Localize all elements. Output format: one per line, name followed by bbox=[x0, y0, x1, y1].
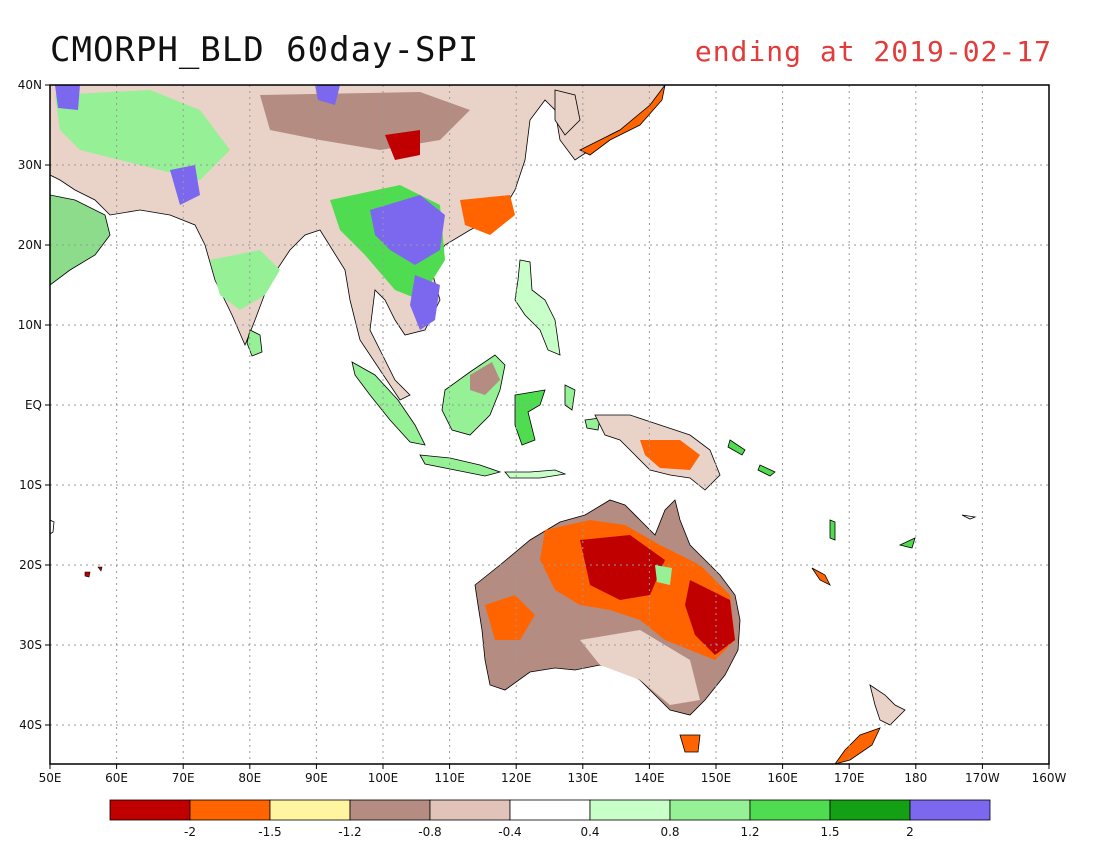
lon-tick-label: 170W bbox=[965, 771, 1000, 785]
colorbar-swatch bbox=[429, 799, 511, 821]
land-tibet-dry-patch bbox=[385, 130, 420, 160]
lat-tick-label: 20N bbox=[18, 238, 42, 252]
lon-tick-label: 60E bbox=[105, 771, 128, 785]
lon-tick-label: 90E bbox=[305, 771, 328, 785]
colorbar-swatch bbox=[669, 799, 751, 821]
colorbar-label: -0.4 bbox=[498, 825, 521, 839]
lon-tick-label: 160E bbox=[767, 771, 798, 785]
land-new-guinea-dry-patch bbox=[640, 440, 700, 470]
lon-tick-label: 80E bbox=[238, 771, 261, 785]
map-date-subtitle: ending at 2019-02-17 bbox=[694, 35, 1052, 68]
lon-tick-label: 50E bbox=[39, 771, 62, 785]
land-asia-purple-dots bbox=[55, 85, 340, 205]
land-lesser-sundas bbox=[504, 469, 567, 479]
colorbar-swatch bbox=[269, 799, 351, 821]
land-new-zealand-north bbox=[869, 684, 906, 726]
lat-tick-label: 40N bbox=[18, 78, 42, 92]
land-australia-green-patch bbox=[655, 565, 672, 585]
map-frame bbox=[49, 84, 1050, 765]
lon-tick-label: 140E bbox=[634, 771, 665, 785]
land-korea bbox=[554, 89, 581, 136]
lat-tick-label: 30S bbox=[19, 638, 42, 652]
colorbar-label: 0.8 bbox=[660, 825, 679, 839]
colorbar-swatch bbox=[589, 799, 671, 821]
land-new-caledonia bbox=[811, 567, 831, 586]
colorbar-swatch bbox=[509, 799, 591, 821]
land-vanuatu bbox=[829, 519, 836, 541]
land-borneo-dry-patch bbox=[470, 362, 500, 395]
land-mascarene bbox=[84, 566, 103, 578]
land-india-green-patch bbox=[210, 250, 280, 310]
lat-tick-label: EQ bbox=[25, 398, 42, 412]
lat-tick-label: 30N bbox=[18, 158, 42, 172]
lon-tick-label: 170E bbox=[834, 771, 865, 785]
latitude-labels: 40N 30N 20N 10N EQ 10S 20S 30S 40S bbox=[18, 78, 42, 732]
colorbar-label: -1.5 bbox=[258, 825, 281, 839]
colorbar-label: 0.4 bbox=[580, 825, 599, 839]
land-indochina-very-wet bbox=[410, 275, 440, 330]
colorbar-label: 1.5 bbox=[820, 825, 839, 839]
land-philippines bbox=[514, 259, 561, 356]
land-japan bbox=[579, 85, 666, 156]
lon-tick-label: 130E bbox=[568, 771, 599, 785]
lat-tick-label: 20S bbox=[19, 558, 42, 572]
land-sri-lanka bbox=[246, 329, 263, 357]
map-title: CMORPH_BLD 60day-SPI bbox=[50, 30, 480, 70]
colorbar-swatch bbox=[829, 799, 911, 821]
lon-tick-label: 110E bbox=[434, 771, 465, 785]
lon-tick-label: 180 bbox=[904, 771, 927, 785]
lat-tick-label: 10N bbox=[18, 318, 42, 332]
map-gridlines bbox=[45, 84, 1050, 769]
land-arabia bbox=[50, 194, 111, 286]
colorbar-label: -1.2 bbox=[338, 825, 361, 839]
land-sumatra bbox=[351, 361, 426, 446]
colorbar-label: -0.8 bbox=[418, 825, 441, 839]
colorbar: -2 -1.5 -1.2 -0.8 -0.4 0.4 0.8 1.2 1.5 2 bbox=[109, 799, 991, 839]
colorbar-label: 2 bbox=[906, 825, 914, 839]
lat-tick-label: 40S bbox=[19, 718, 42, 732]
land-solomon-islands bbox=[727, 439, 776, 477]
land-madagascar-edge bbox=[50, 519, 55, 535]
land-samoa bbox=[961, 514, 977, 520]
colorbar-label: 1.2 bbox=[740, 825, 759, 839]
lon-tick-label: 150E bbox=[701, 771, 732, 785]
colorbar-swatch bbox=[349, 799, 431, 821]
land-australia-south-tan bbox=[580, 630, 700, 705]
colorbar-swatch bbox=[109, 799, 191, 821]
colorbar-swatch bbox=[189, 799, 271, 821]
lon-tick-label: 100E bbox=[368, 771, 399, 785]
colorbar-label: -2 bbox=[184, 825, 196, 839]
land-java bbox=[419, 454, 502, 477]
lat-tick-label: 10S bbox=[19, 478, 42, 492]
land-maluku bbox=[564, 384, 601, 431]
land-fiji bbox=[898, 537, 916, 549]
lon-tick-label: 120E bbox=[501, 771, 532, 785]
land-asia-very-wet-patch bbox=[370, 195, 445, 265]
lon-tick-label: 160W bbox=[1032, 771, 1067, 785]
land-new-zealand-south bbox=[834, 727, 881, 764]
colorbar-swatch bbox=[909, 799, 991, 821]
land-china-dry-patch bbox=[460, 195, 515, 235]
land-australia-west-dry bbox=[485, 595, 535, 640]
longitude-labels: 50E 60E 70E 80E 90E 100E 110E 120E 130E 140E 150E 1… bbox=[39, 771, 1067, 785]
land-asia-wet-patch-1 bbox=[55, 90, 230, 180]
land-australia-extreme-dry bbox=[580, 535, 735, 655]
land-tasmania bbox=[679, 734, 701, 753]
lon-tick-label: 70E bbox=[172, 771, 195, 785]
colorbar-swatch bbox=[749, 799, 831, 821]
